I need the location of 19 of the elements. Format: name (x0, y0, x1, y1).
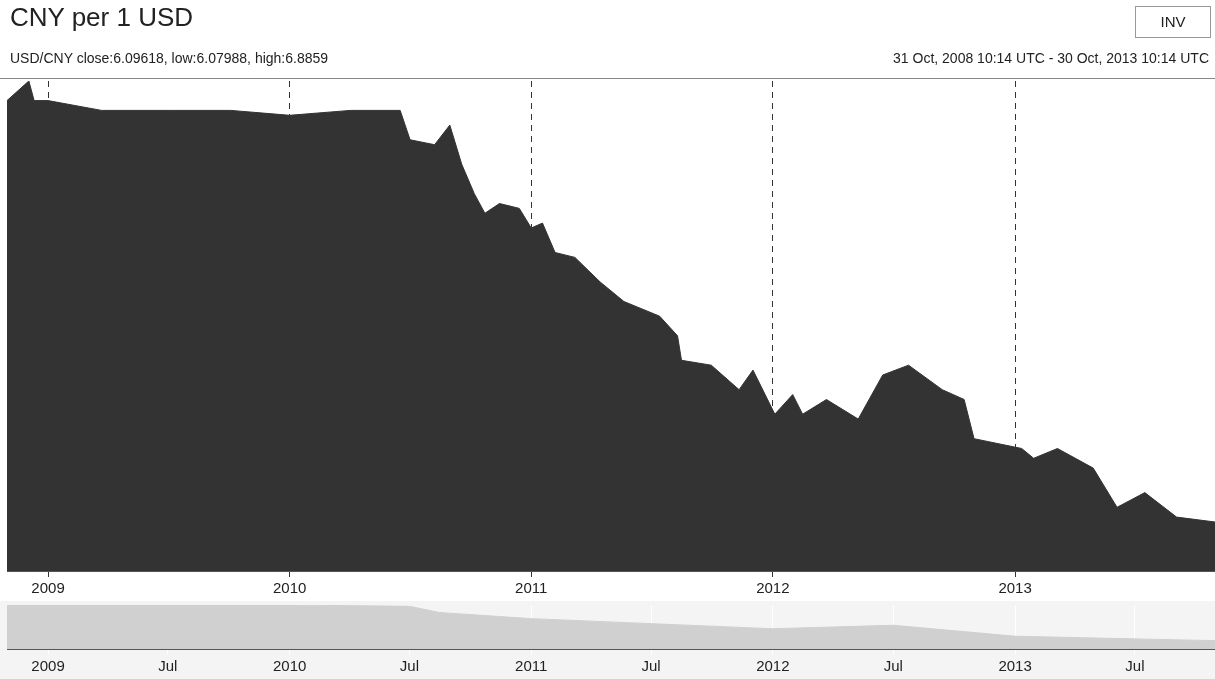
x-tick-label: Jul (158, 657, 178, 675)
x-tick-label: 2012 (756, 657, 790, 675)
x-tick-label: 2010 (272, 579, 307, 597)
chart-title: CNY per 1 USD (10, 2, 194, 33)
x-tick-label: Jul (399, 657, 420, 675)
x-tick-label: Jul (1125, 657, 1145, 675)
text: INV (1135, 6, 1211, 38)
x-tick-label: 2009 (31, 657, 65, 675)
x-tick-label: 2013 (998, 657, 1032, 675)
chart-subtitle: USD/CNY close:6.09618, low:6.07988, high:6.8859 (10, 50, 329, 66)
x-tick-label: 2011 (515, 579, 548, 597)
x-tick-label: 2012 (756, 579, 790, 597)
x-tick-label: 2013 (998, 579, 1032, 597)
text: 31 Oct, 2008 10:14 UTC - 30 Oct, 2013 10:14 UTC (893, 50, 1209, 66)
x-tick-label: 2010 (272, 657, 307, 675)
x-tick-label: Jul (883, 657, 903, 675)
x-tick-label: 2011 (515, 657, 548, 675)
x-tick-label: 2009 (31, 579, 65, 597)
x-tick-label: Jul (641, 657, 661, 675)
